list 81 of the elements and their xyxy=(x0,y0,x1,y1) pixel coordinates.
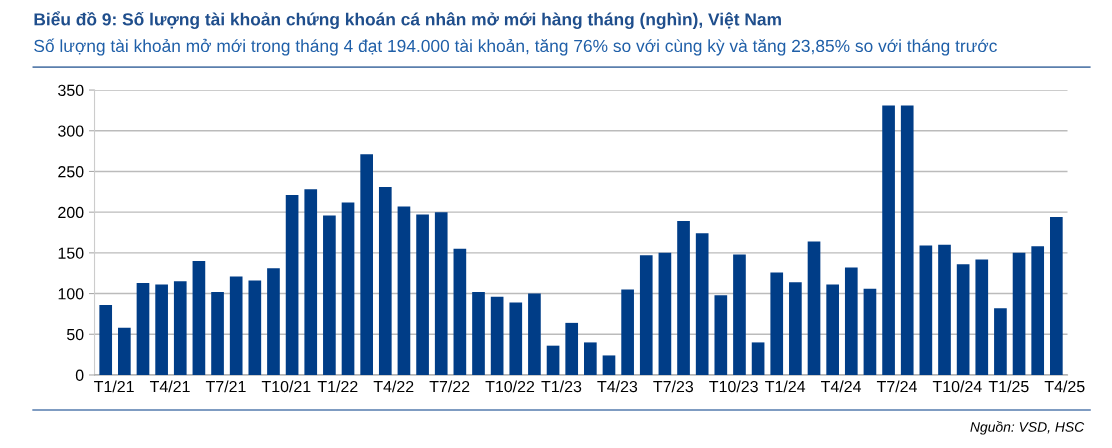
x-tick-label: T10/24 xyxy=(932,380,982,393)
bar xyxy=(155,284,168,375)
bar xyxy=(938,244,951,375)
bar xyxy=(304,189,318,375)
bar xyxy=(807,241,821,375)
x-tick-label: T10/21 xyxy=(261,380,311,393)
bar xyxy=(994,308,1007,375)
bar xyxy=(323,215,336,375)
x-tick-label: T1/25 xyxy=(988,380,1029,393)
y-tick-label: 200 xyxy=(58,206,84,219)
x-tick-label: T7/21 xyxy=(205,380,246,393)
bar xyxy=(789,282,802,375)
bar xyxy=(584,342,597,375)
bar xyxy=(882,105,895,375)
x-tick-label: T1/24 xyxy=(765,380,806,393)
bar xyxy=(360,154,373,375)
bar xyxy=(900,105,914,375)
y-tick-label: 250 xyxy=(58,166,84,178)
bar xyxy=(621,289,634,375)
y-tick-label: 100 xyxy=(58,288,84,300)
bar xyxy=(1012,252,1026,375)
y-tick-label: 50 xyxy=(66,328,84,341)
bar xyxy=(472,291,485,375)
x-tick-label: T4/23 xyxy=(597,380,638,393)
bar xyxy=(695,233,709,375)
x-tick-label: T10/23 xyxy=(709,380,758,393)
x-tick-label: T4/25 xyxy=(1044,380,1085,393)
bar xyxy=(677,221,690,375)
x-tick-label: T1/23 xyxy=(541,380,582,393)
bar xyxy=(863,288,877,375)
bar xyxy=(118,327,131,375)
bar xyxy=(602,355,616,375)
bar xyxy=(453,248,467,375)
y-tick-label: 300 xyxy=(58,125,84,137)
x-tick-label: T10/22 xyxy=(485,380,535,393)
chart-subtitle: Số lượng tài khoản mở mới trong tháng 4 đạt 194.000 tài khoản, tăng 76% so với cùng kỳ và tăng 23,85% so với tháng trước xyxy=(34,38,997,56)
bar xyxy=(956,264,970,375)
bar xyxy=(714,295,728,375)
bar xyxy=(397,206,411,375)
bar xyxy=(528,293,541,375)
y-tick-label: 0 xyxy=(75,369,84,381)
x-tick-label: T7/24 xyxy=(876,380,917,393)
bar xyxy=(733,254,746,375)
bar xyxy=(192,261,206,375)
bar xyxy=(509,302,523,375)
bar xyxy=(546,345,560,375)
bar xyxy=(267,268,280,375)
x-tick-label: T4/21 xyxy=(149,380,190,393)
bar xyxy=(285,195,299,375)
bar xyxy=(565,322,579,375)
text: Nguồn: VSD, HSC xyxy=(970,421,1085,435)
bar xyxy=(434,212,448,375)
bar xyxy=(248,280,262,375)
bar xyxy=(751,342,765,375)
x-tick-label: T7/22 xyxy=(429,380,470,393)
bar xyxy=(378,186,392,375)
bar xyxy=(770,272,784,375)
bar xyxy=(975,259,989,375)
bar xyxy=(658,252,672,375)
x-tick-label: T1/22 xyxy=(317,380,358,393)
y-tick-label: 350 xyxy=(58,84,84,96)
bar xyxy=(1050,217,1063,375)
x-tick-label: T4/22 xyxy=(373,380,414,393)
bar xyxy=(173,281,187,375)
bar xyxy=(136,282,150,375)
chart-title: Biểu đồ 9: Số lượng tài khoản chứng khoán cá nhân mở mới hàng tháng (nghìn), Việt Nam xyxy=(34,11,781,30)
bar xyxy=(341,202,355,375)
bar xyxy=(826,284,839,375)
bar xyxy=(1031,246,1045,375)
bar xyxy=(490,296,504,375)
x-tick-label: T4/24 xyxy=(821,380,862,393)
y-tick-label: 150 xyxy=(58,247,84,259)
bar xyxy=(229,276,243,375)
x-tick-label: T7/23 xyxy=(653,380,694,393)
bar xyxy=(211,291,224,375)
bar xyxy=(416,214,429,375)
bar xyxy=(639,255,653,375)
x-tick-label: T1/21 xyxy=(94,380,134,393)
bar xyxy=(919,245,933,375)
bar xyxy=(99,304,113,375)
bar xyxy=(844,267,858,375)
